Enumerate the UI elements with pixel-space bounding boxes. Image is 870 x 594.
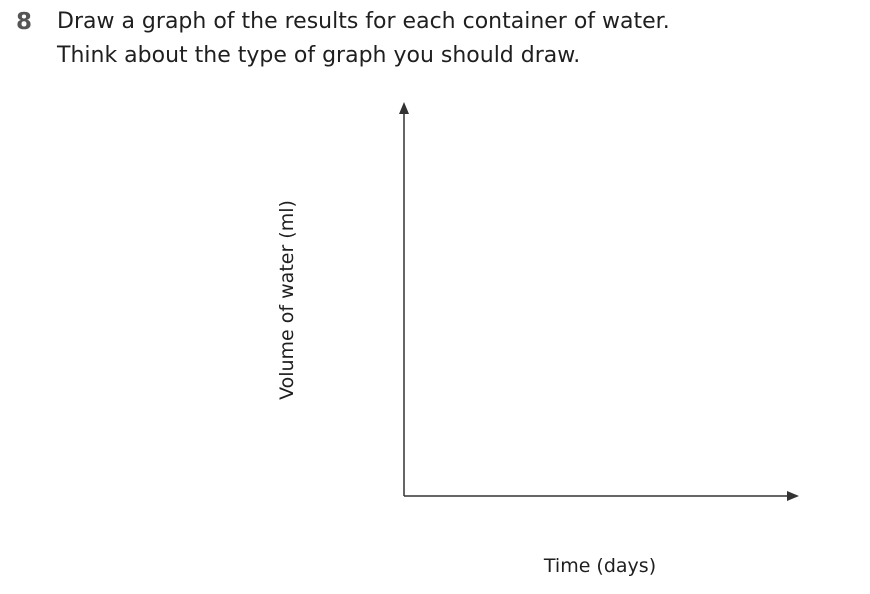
question-number: 8 xyxy=(16,9,33,35)
y-axis-label: Volume of water (ml) xyxy=(276,200,298,400)
question-text-line-2: Think about the type of graph you should… xyxy=(57,43,581,68)
question-text-line-1: Draw a graph of the results for each con… xyxy=(57,9,670,34)
x-axis-arrowhead xyxy=(787,491,799,501)
y-axis-arrowhead xyxy=(399,102,409,114)
x-axis-label: Time (days) xyxy=(543,555,657,577)
